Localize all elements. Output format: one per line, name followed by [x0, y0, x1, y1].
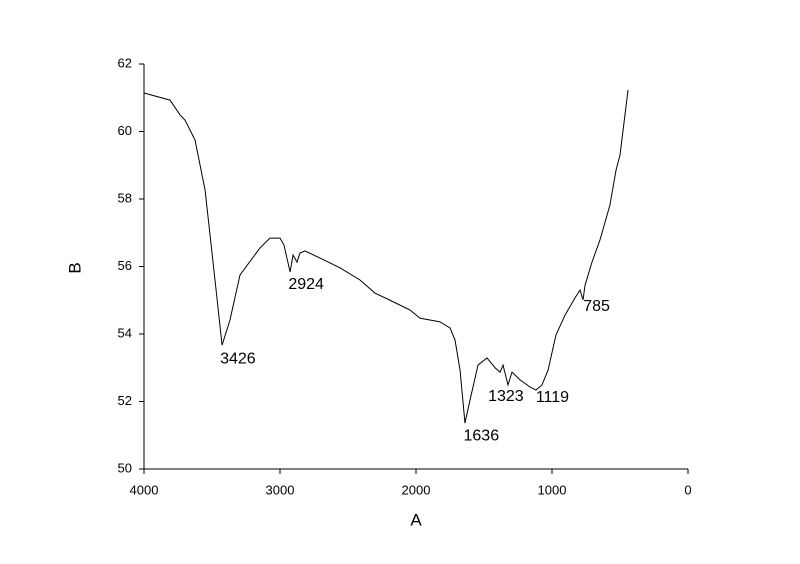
- y-tick-label: 62: [118, 55, 132, 70]
- y-tick-label: 50: [118, 460, 132, 475]
- peak-annotation: 785: [583, 298, 610, 315]
- x-tick-label: 0: [684, 482, 691, 497]
- y-tick-label: 60: [118, 123, 132, 138]
- x-axis-label: A: [410, 510, 422, 529]
- peak-annotation: 1119: [536, 389, 569, 406]
- y-tick-label: 54: [118, 325, 132, 340]
- x-tick-label: 1000: [538, 482, 567, 497]
- peak-annotation: 1323: [488, 388, 524, 405]
- y-tick-label: 56: [118, 258, 132, 273]
- y-tick-label: 58: [118, 190, 132, 205]
- x-tick-label: 4000: [130, 482, 159, 497]
- spectrum-line: [143, 89, 629, 424]
- y-axis-label: B: [65, 262, 84, 273]
- peak-annotation: 3426: [220, 350, 256, 367]
- x-tick-label: 2000: [402, 482, 431, 497]
- peak-annotation: 1636: [464, 427, 500, 444]
- peak-annotation: 2924: [288, 276, 324, 293]
- y-tick-label: 52: [118, 393, 132, 408]
- x-tick-label: 3000: [266, 482, 295, 497]
